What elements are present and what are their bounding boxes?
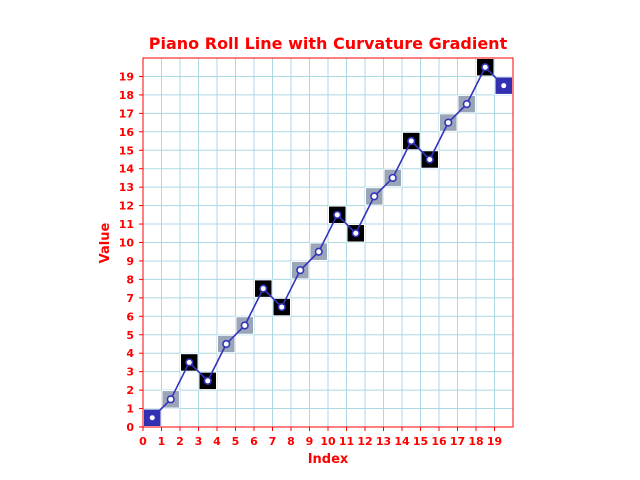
y-tick-label: 4 xyxy=(126,347,134,360)
x-tick-label: 12 xyxy=(357,435,372,448)
x-tick-label: 4 xyxy=(213,435,221,448)
data-point xyxy=(425,155,434,164)
markers xyxy=(148,63,508,422)
y-tick-label: 18 xyxy=(119,89,134,102)
data-point xyxy=(259,284,268,293)
x-tick-label: 7 xyxy=(269,435,277,448)
x-ticks: 0 1 2 3 4 5 6 7 8 9 10 11 12 13 14 15 16 17 18 19 xyxy=(139,427,502,448)
y-tick-label: 16 xyxy=(119,126,135,139)
x-tick-label: 18 xyxy=(468,435,483,448)
data-point xyxy=(277,302,286,312)
y-tick-label: 11 xyxy=(119,218,134,231)
y-tick-label: 5 xyxy=(126,329,134,342)
chart-title: Piano Roll Line with Curvature Gradient xyxy=(149,34,508,53)
y-tick-label: 9 xyxy=(126,255,134,268)
y-tick-label: 19 xyxy=(119,70,134,83)
x-tick-label: 5 xyxy=(232,435,240,448)
y-tick-label: 7 xyxy=(126,292,134,305)
x-tick-label: 1 xyxy=(158,435,166,448)
data-point xyxy=(314,247,323,256)
data-point xyxy=(481,63,490,72)
data-point xyxy=(370,192,379,201)
x-tick-label: 2 xyxy=(176,435,184,448)
y-tick-label: 1 xyxy=(126,403,134,416)
series-polyline xyxy=(151,65,505,419)
y-tick-label: 14 xyxy=(119,163,135,176)
x-tick-label: 9 xyxy=(306,435,314,448)
x-tick-label: 17 xyxy=(450,435,465,448)
x-tick-label: 19 xyxy=(487,435,502,448)
x-tick-label: 15 xyxy=(413,435,428,448)
x-axis-label: Index xyxy=(308,452,349,467)
data-point xyxy=(388,173,397,183)
data-point xyxy=(185,358,194,367)
data-point xyxy=(240,321,249,330)
series-line xyxy=(151,65,505,419)
data-point xyxy=(148,413,157,422)
data-point xyxy=(166,395,175,404)
data-point xyxy=(222,339,231,349)
data-point xyxy=(333,210,342,219)
y-tick-label: 15 xyxy=(119,144,134,157)
x-tick-label: 16 xyxy=(431,435,447,448)
data-point xyxy=(351,229,360,238)
y-tick-label: 12 xyxy=(119,200,134,213)
y-tick-label: 6 xyxy=(126,310,134,323)
y-tick-label: 10 xyxy=(119,237,135,250)
x-tick-label: 13 xyxy=(376,435,391,448)
x-tick-label: 6 xyxy=(250,435,258,448)
data-point xyxy=(407,136,416,146)
x-tick-label: 3 xyxy=(195,435,203,448)
data-point xyxy=(499,81,508,90)
y-tick-label: 17 xyxy=(119,107,134,120)
x-tick-label: 11 xyxy=(339,435,354,448)
x-tick-label: 0 xyxy=(139,435,147,448)
x-tick-label: 10 xyxy=(320,435,336,448)
y-tick-label: 2 xyxy=(126,384,134,397)
data-point xyxy=(444,118,453,127)
y-tick-label: 3 xyxy=(126,366,134,379)
data-point xyxy=(462,100,471,109)
y-tick-label: 13 xyxy=(119,181,134,194)
y-tick-label: 8 xyxy=(126,273,134,286)
y-tick-label: 0 xyxy=(126,421,134,434)
data-point xyxy=(296,266,305,275)
data-point xyxy=(203,376,212,385)
y-axis-label: Value xyxy=(98,222,113,263)
x-tick-label: 14 xyxy=(394,435,410,448)
x-tick-label: 8 xyxy=(287,435,295,448)
